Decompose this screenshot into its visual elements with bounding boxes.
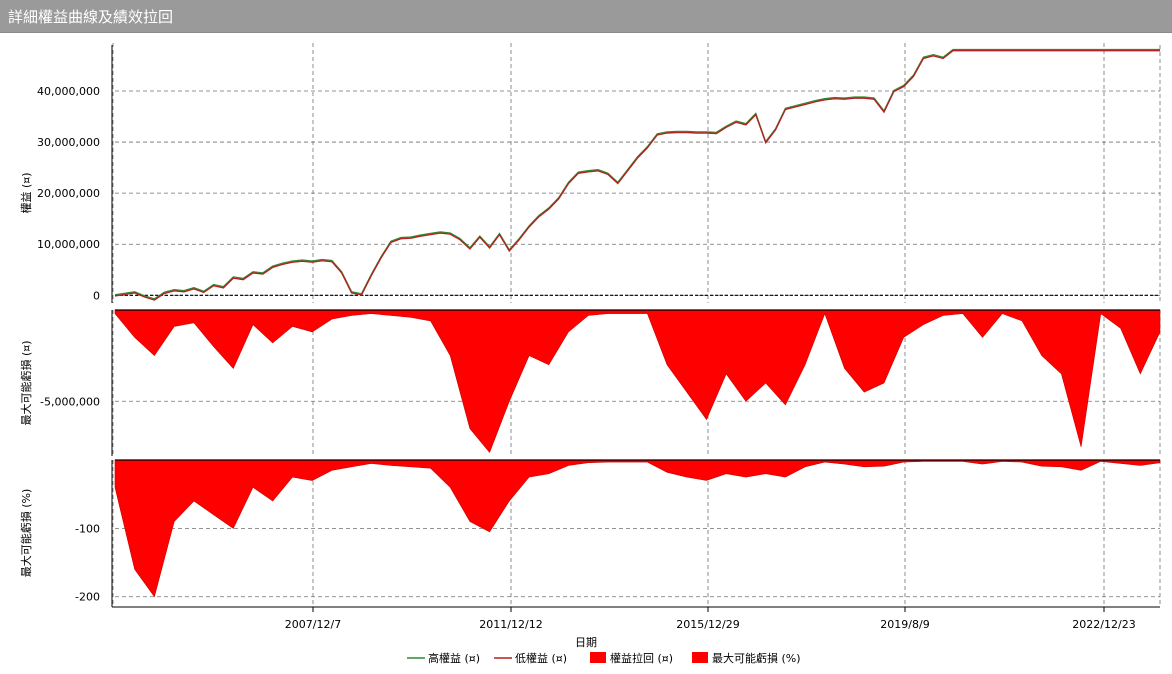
x-tick-label: 2007/12/7 [285,618,341,631]
y-tick-label: 10,000,000 [37,238,100,251]
legend-label: 低權益 (¤) [515,651,567,665]
y-tick-label: 40,000,000 [37,85,100,98]
x-tick-label: 2015/12/29 [676,618,739,631]
panel-equity: 0 10,000,000 20,000,000 30,000,000 40,000,00… [19,43,1161,303]
legend-label: 最大可能虧損 (%) [712,651,801,665]
equity-line-low [114,50,1160,301]
y-axis-label: 最大可能虧損 (¤) [19,340,33,425]
panel-drawdown_pct: -100 -200 最大可能虧損 (%) [19,459,1161,607]
x-tick-label: 2011/12/12 [479,618,542,631]
y-tick-label: -100 [75,522,100,535]
drawdown-area [114,459,1161,598]
y-tick-label: 30,000,000 [37,136,100,149]
y-tick-label: 0 [93,289,100,302]
x-axis-label: 日期 [575,636,597,649]
window-title: 詳細權益曲線及績效拉回 [8,8,174,26]
equity-line-high [114,48,1160,300]
x-tick-label: 2019/8/9 [880,618,929,631]
y-tick-label: 20,000,000 [37,187,100,200]
drawdown-area [114,309,1161,453]
window-title-bar: 詳細權益曲線及績效拉回 [0,0,1172,33]
x-tick-label: 2022/12/23 [1072,618,1135,631]
y-axis-label: 權益 (¤) [19,172,33,213]
legend-label: 權益拉回 (¤) [610,651,673,665]
legend-label: 高權益 (¤) [428,651,480,665]
equity-drawdown-chart: 0 10,000,000 20,000,000 30,000,000 40,000,00… [19,43,1161,665]
legend-swatch-box [590,652,606,663]
y-axis-label: 最大可能虧損 (%) [19,489,33,578]
y-tick-label: -5,000,000 [40,395,100,408]
legend-swatch-box [692,652,708,663]
y-tick-label: -200 [75,591,100,604]
chart-legend: 高權益 (¤) 低權益 (¤) 權益拉回 (¤) 最大可能虧損 (%) [407,651,801,665]
panel-drawdown: -5,000,000 最大可能虧損 (¤) [19,309,1161,456]
